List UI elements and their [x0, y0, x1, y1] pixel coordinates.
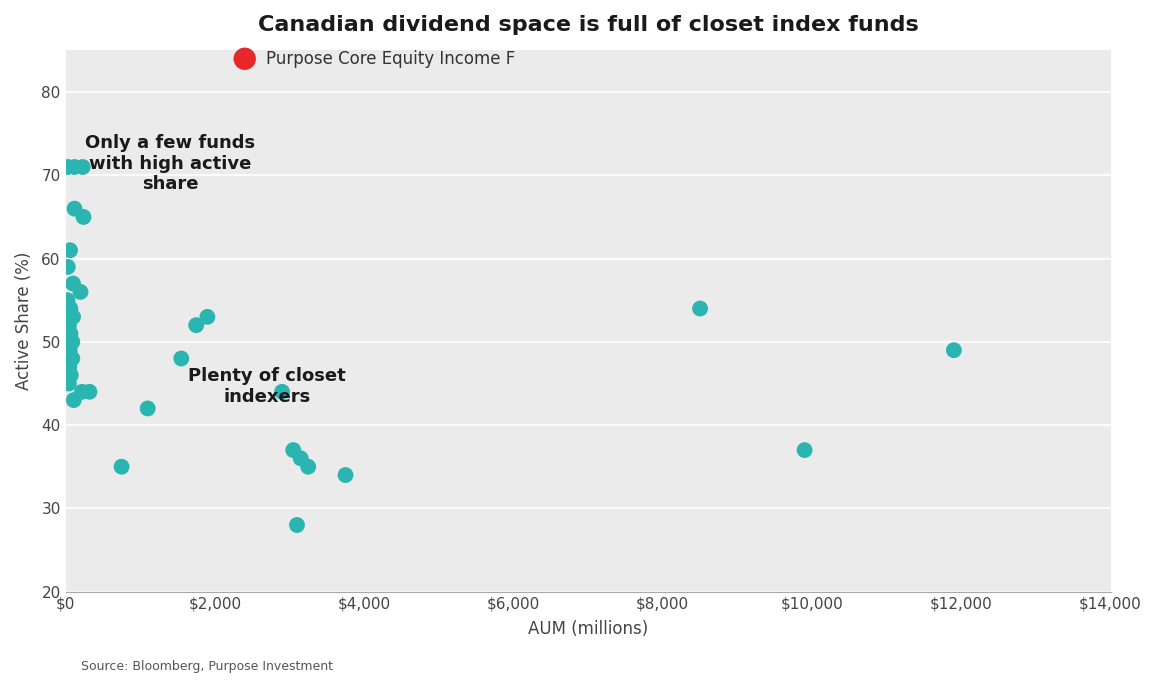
Point [59, 162, 78, 173]
Point [139, 403, 157, 414]
Text: Only a few funds
with high active
share: Only a few funds with high active share [84, 134, 256, 193]
X-axis label: AUM (millions): AUM (millions) [528, 619, 648, 638]
Point [60, 361, 79, 372]
Point [61, 370, 80, 381]
Point [299, 461, 317, 472]
Point [60, 320, 79, 330]
Point [58, 370, 76, 381]
Point [61, 303, 80, 314]
Text: Purpose Core Equity Income F: Purpose Core Equity Income F [266, 50, 515, 68]
Point [292, 453, 310, 464]
Point [74, 162, 93, 173]
Point [61, 328, 80, 339]
Point [74, 211, 93, 222]
Point [172, 353, 191, 364]
Point [73, 386, 91, 397]
Point [236, 53, 255, 64]
Point [72, 286, 90, 297]
Point [65, 203, 83, 214]
Point [62, 311, 81, 322]
Y-axis label: Active Share (%): Active Share (%) [15, 252, 34, 390]
Point [65, 394, 83, 405]
Point [59, 345, 78, 356]
Point [337, 470, 355, 481]
Point [198, 311, 216, 322]
Point [58, 353, 76, 364]
Point [61, 245, 80, 256]
Point [64, 278, 82, 289]
Text: Plenty of closet
indexers: Plenty of closet indexers [189, 367, 346, 405]
Point [273, 386, 292, 397]
Point [795, 445, 813, 456]
Point [58, 294, 76, 305]
Point [59, 303, 78, 314]
Point [65, 162, 83, 173]
Text: Source: Bloomberg, Purpose Investment: Source: Bloomberg, Purpose Investment [81, 660, 333, 673]
Point [58, 320, 76, 330]
Point [62, 353, 81, 364]
Point [187, 320, 206, 330]
Title: Canadian dividend space is full of closet index funds: Canadian dividend space is full of close… [258, 15, 919, 35]
Point [944, 345, 963, 356]
Point [288, 520, 307, 530]
Point [60, 345, 79, 356]
Point [59, 262, 78, 273]
Point [64, 311, 82, 322]
Point [691, 303, 709, 314]
Point [80, 386, 98, 397]
Point [62, 337, 81, 347]
Point [60, 378, 79, 389]
Point [58, 337, 76, 347]
Point [112, 461, 131, 472]
Point [283, 445, 302, 456]
